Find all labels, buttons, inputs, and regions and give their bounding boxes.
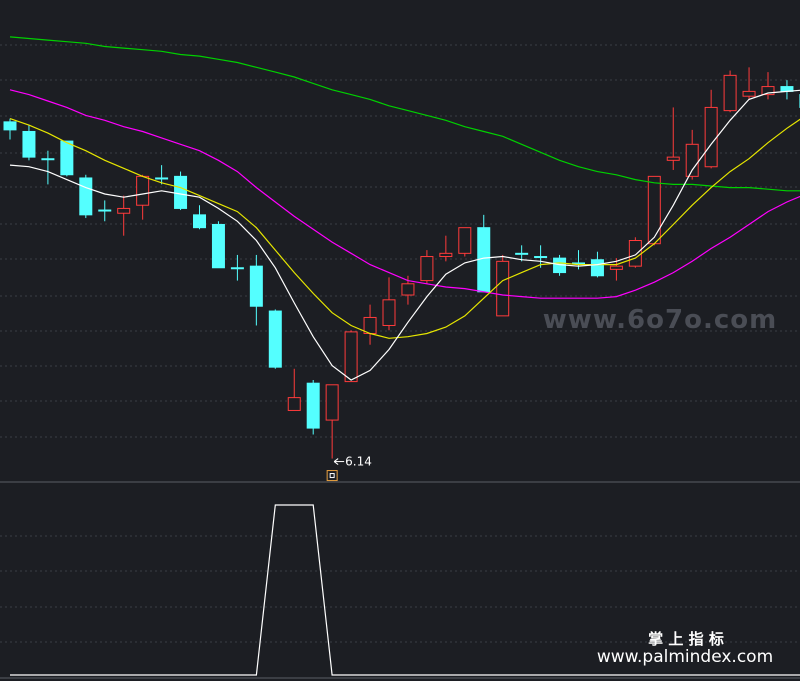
candle [723,70,737,113]
candle-body [325,384,339,421]
candle [136,174,150,220]
candle [458,227,472,257]
candle [98,200,112,222]
candle [174,171,188,211]
candle-body [534,256,548,259]
candle [325,384,339,459]
candle-body [496,260,510,317]
candle [79,174,93,219]
candle-body [41,158,55,161]
candle [41,150,55,185]
candle-body [420,256,434,282]
candle [761,72,775,100]
candle [193,205,206,230]
candle [515,245,529,262]
candle [155,165,169,185]
moving-average-line [9,89,800,299]
candle-body [211,223,225,269]
candle-body [761,86,775,96]
candle [306,379,320,435]
candle [287,368,301,411]
candle [496,254,510,317]
candle-body [306,382,320,429]
candle-body [287,397,301,411]
candle-body [3,121,17,131]
candle-body [590,259,604,277]
candle [628,237,642,268]
candle [60,140,74,177]
candle-body [723,74,737,112]
candle [439,235,453,262]
candle [363,304,377,345]
candle [249,254,263,326]
candle [742,67,756,100]
candle [477,214,491,293]
candle [780,80,794,100]
candle [117,195,131,236]
candle [647,175,661,246]
candle-body [572,262,585,265]
watermark-brand: 掌 上 指 标 [648,630,724,648]
candle-body [117,207,131,214]
candle [22,125,36,161]
candle-body [515,252,529,255]
candle-body [344,331,358,383]
candle-body [742,90,756,97]
candle-body [401,283,415,296]
candle-body [79,177,93,216]
annotation-arrowhead [333,458,339,465]
moving-average-line [9,118,800,339]
candle-body [268,310,282,368]
candle [382,277,396,331]
candle-body [439,252,453,258]
watermark-url: www.palmindex.com [597,647,773,667]
candle-body [98,209,112,212]
moving-average-line [9,89,800,381]
candle-body [136,175,150,206]
candle-body [249,265,263,307]
grid [0,44,800,679]
candle [3,118,17,140]
candle-body [458,227,472,254]
candle [268,309,282,369]
candle-body [174,175,188,209]
moving-average-line [9,36,800,192]
candle [211,221,225,269]
candle-body [609,265,623,270]
candle-body [193,214,206,229]
candle [666,107,680,170]
candle-body [60,140,74,176]
candle-body [647,175,661,245]
candle-body [685,143,699,177]
indicator-line [10,504,800,676]
candle-body [155,177,169,180]
candle [704,89,718,169]
annotation-icon-inner [329,473,335,479]
plot: 6.14 [3,36,800,676]
candle-body [704,106,718,168]
candle-body [22,130,36,158]
annotation-icon [326,470,338,482]
candle-body [230,267,244,270]
candle [685,129,699,180]
candle [553,254,567,276]
annotation-label: 6.14 [345,455,372,469]
candle-body [382,299,396,326]
candle [344,330,358,383]
candle [230,254,244,281]
watermark-site: www.6o7o.com [543,305,777,335]
candle-body [628,240,642,267]
candle [420,250,434,284]
candle-body [666,156,680,161]
